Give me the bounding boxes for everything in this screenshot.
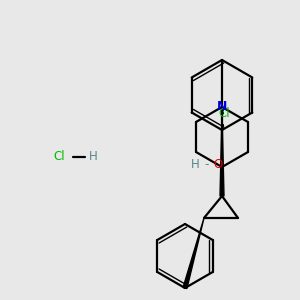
Text: Cl: Cl	[53, 151, 65, 164]
Text: H: H	[191, 158, 200, 172]
Text: O: O	[213, 158, 222, 172]
Text: N: N	[217, 100, 227, 113]
Polygon shape	[183, 218, 204, 289]
Text: Cl: Cl	[218, 107, 230, 120]
Text: -: -	[205, 158, 209, 172]
Text: H: H	[89, 151, 98, 164]
Polygon shape	[220, 112, 224, 196]
